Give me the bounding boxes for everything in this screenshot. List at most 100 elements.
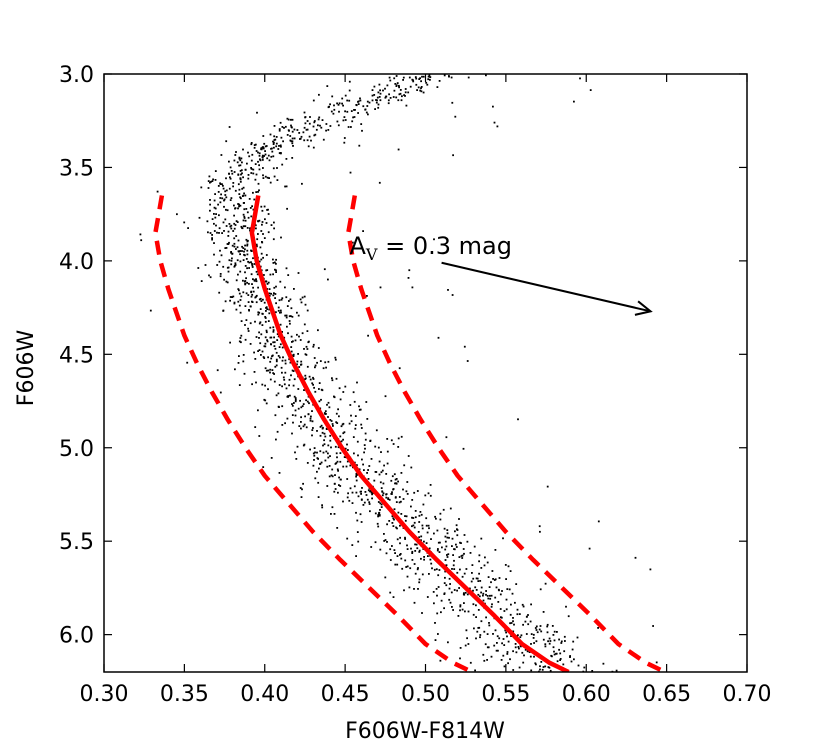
star-point [349,404,352,406]
star-point [446,529,449,531]
star-point [387,99,390,102]
y-tick-label: 4.0 [59,250,94,275]
star-point [413,521,416,524]
star-point [247,177,250,180]
star-point [519,636,522,639]
star-point [515,651,518,654]
field-star-point [299,298,302,301]
star-point [297,407,300,410]
star-point [426,83,429,86]
star-point [311,434,313,437]
star-point [239,180,242,183]
star-point [413,491,416,494]
star-point [237,273,239,276]
star-point [291,118,294,121]
star-point [305,345,308,348]
star-point [516,613,519,616]
field-star-point [232,230,235,232]
star-point [353,116,356,118]
star-point [220,193,222,196]
star-point [288,129,290,132]
star-point [321,119,324,121]
star-point [463,592,465,595]
x-tick-label: 0.45 [321,682,370,707]
star-point [482,592,485,595]
star-point [293,395,296,398]
star-point [291,403,293,405]
star-point [463,572,466,575]
star-point [488,586,491,588]
star-point [261,223,263,226]
star-point [242,247,245,249]
star-point [346,537,349,540]
star-point [404,536,406,539]
star-point [396,538,399,541]
star-point [272,167,275,170]
x-tick-label: 0.35 [160,682,209,707]
field-star-point [273,286,276,289]
star-point [384,576,387,579]
star-point [239,164,242,167]
star-point [265,269,268,272]
star-point [497,601,500,603]
star-point [253,351,255,354]
star-point [370,491,373,494]
star-point [238,340,241,343]
star-point [313,121,316,124]
star-point [444,540,447,543]
star-point [397,99,400,102]
star-point [219,249,221,252]
star-point [259,159,262,162]
star-point [254,143,257,146]
star-point [229,199,232,201]
star-point [378,473,381,476]
star-point [379,502,382,505]
star-point [289,315,292,317]
star-point [508,588,511,591]
star-point [544,582,547,585]
star-point [338,476,340,479]
star-point [327,456,330,459]
star-point [289,361,292,364]
star-point [418,581,421,584]
field-star-point [360,123,363,125]
star-point [455,543,457,546]
star-point [285,314,288,317]
star-point [290,124,292,127]
star-point [289,135,292,137]
star-point [268,312,271,315]
star-point [258,435,261,437]
star-point [402,488,404,491]
star-point [473,627,475,630]
star-point [394,496,397,498]
star-point [355,479,358,482]
star-point [275,136,278,138]
star-point [300,416,302,419]
star-point [450,76,453,79]
star-point [250,168,253,170]
star-point [353,109,355,111]
star-point [298,425,301,427]
star-point [529,655,532,658]
star-point [448,577,451,580]
star-point [418,549,421,552]
star-point [391,515,394,518]
star-point [250,142,253,144]
star-point [421,524,424,527]
star-point [302,425,305,428]
star-point [317,496,320,498]
star-point [229,296,232,298]
star-point [519,645,522,648]
star-point [339,435,342,438]
star-point [250,159,253,162]
star-point [416,547,419,550]
star-point [304,415,306,418]
star-point [447,553,450,556]
star-point [510,603,512,606]
star-point [237,239,240,242]
star-point [417,86,420,89]
star-point [346,99,349,102]
star-point [522,605,525,608]
star-point [265,280,268,283]
star-point [547,666,550,668]
